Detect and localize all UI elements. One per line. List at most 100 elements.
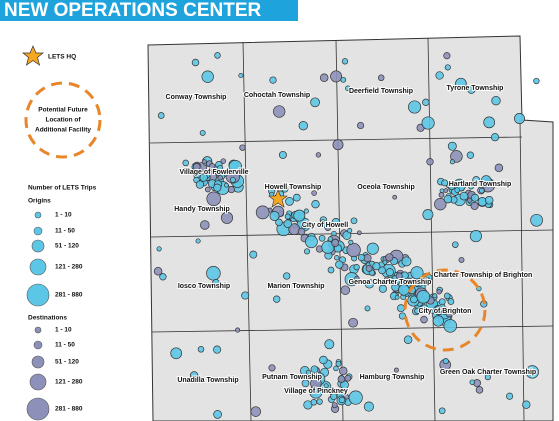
trip-point	[350, 217, 358, 225]
trip-point	[331, 402, 338, 409]
trip-point	[436, 289, 442, 295]
trip-point	[201, 70, 214, 83]
trip-point	[224, 182, 229, 188]
trip-point	[330, 70, 343, 83]
trip-point	[268, 364, 276, 372]
trip-point	[346, 242, 361, 258]
legend-heading: Number of LETS Trips	[28, 185, 97, 192]
trip-point	[235, 327, 241, 333]
trip-point	[217, 175, 223, 181]
trip-point	[241, 291, 250, 300]
trip-point	[401, 256, 412, 267]
legend-destination-symbol	[31, 355, 45, 369]
legend-origin-symbol	[31, 239, 45, 253]
township-label: Cohoctah Township	[244, 92, 310, 99]
trip-point	[441, 179, 449, 187]
township-label: Deerfield Township	[349, 88, 413, 95]
legend-facility: Additional Facility	[35, 127, 91, 134]
trip-point	[293, 209, 306, 222]
trip-point	[378, 284, 387, 293]
trip-point	[170, 347, 183, 360]
trip-point	[514, 113, 525, 124]
trip-point	[310, 365, 319, 374]
trip-point	[281, 185, 289, 193]
trip-point	[195, 180, 205, 189]
trip-point	[269, 211, 280, 221]
trip-point	[466, 151, 475, 159]
trip-point	[385, 268, 394, 277]
trip-point	[310, 97, 320, 108]
trip-point	[447, 298, 455, 305]
trip-point	[421, 116, 435, 130]
trip-point	[397, 304, 405, 313]
trip-point	[442, 358, 449, 365]
legend-hq: LETS HQ	[48, 54, 76, 61]
township-label: Village of Pinckney	[284, 388, 348, 395]
trip-point	[292, 193, 301, 202]
trip-point	[483, 180, 488, 186]
trip-point	[357, 253, 366, 262]
trip-point	[331, 218, 341, 227]
trip-point	[191, 58, 200, 67]
trip-point	[331, 230, 337, 237]
township-label: Handy Township	[174, 206, 229, 213]
trip-point	[340, 285, 351, 295]
legend-facility: Potential Future	[38, 107, 88, 114]
trip-point	[316, 398, 323, 405]
trip-point	[333, 365, 339, 372]
legend-destination-range: 281 - 880	[55, 406, 83, 413]
trip-point	[364, 305, 371, 312]
trip-point	[385, 253, 394, 262]
trip-points	[153, 52, 543, 419]
trip-point	[340, 76, 347, 83]
legend-destination-range: 11 - 50	[55, 342, 75, 349]
legend-destination-range: 1 - 10	[55, 327, 72, 334]
trip-point	[284, 213, 291, 220]
trip-point	[454, 308, 460, 314]
trip-point	[525, 365, 539, 379]
trip-point	[348, 390, 363, 405]
legend-destination-range: 121 - 280	[55, 379, 83, 386]
trip-point	[153, 266, 163, 276]
township-label: Putnam Township	[262, 374, 322, 381]
trip-point	[278, 150, 287, 159]
trip-point	[337, 375, 346, 383]
legend-origin-range: 281 - 880	[55, 292, 83, 299]
trip-point	[249, 250, 258, 259]
title: NEW OPERATIONS CENTER	[4, 0, 261, 21]
legend-star	[22, 45, 44, 66]
township-label: City of Brighton	[419, 308, 472, 315]
trip-point	[393, 367, 399, 373]
trip-point	[434, 305, 441, 312]
trip-point	[323, 383, 329, 389]
trip-point	[506, 392, 514, 400]
trip-point	[348, 317, 358, 328]
trip-point	[377, 74, 385, 82]
trip-point	[303, 248, 311, 255]
trip-point	[338, 396, 346, 404]
legend-ring	[24, 81, 102, 159]
trip-point	[220, 158, 227, 164]
legend-origin-symbol	[26, 283, 50, 307]
trip-point	[348, 239, 354, 245]
trip-point	[213, 345, 222, 354]
trip-point	[443, 292, 451, 300]
trip-point	[447, 141, 457, 151]
legend-origin-symbol	[29, 258, 47, 276]
trip-point	[319, 73, 329, 83]
township-label: Green Oak Charter Township	[440, 369, 536, 376]
township-label: Hartland Township	[449, 181, 511, 188]
trip-point	[275, 218, 283, 227]
township-label: Genoa Charter Township	[349, 279, 432, 286]
trip-point	[285, 197, 294, 206]
trip-point	[197, 346, 205, 353]
trip-point	[315, 152, 322, 158]
trip-point	[227, 186, 235, 194]
trip-point	[403, 335, 413, 344]
trip-point	[444, 64, 451, 71]
trip-point	[522, 400, 531, 409]
trip-point	[305, 235, 318, 249]
trip-point	[475, 386, 484, 394]
trip-point	[410, 295, 418, 304]
